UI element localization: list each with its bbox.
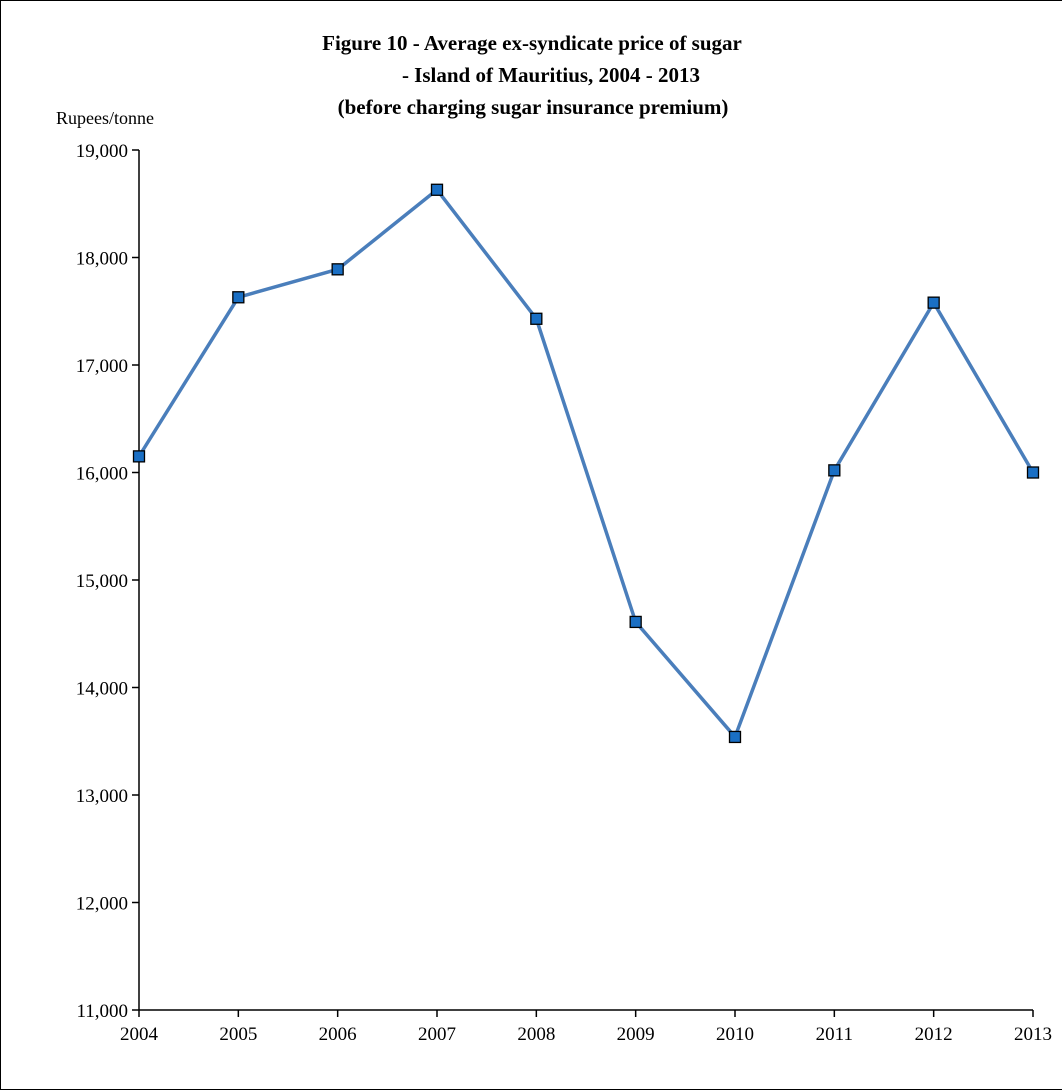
y-tick-label: 17,000 xyxy=(76,356,128,377)
x-tick-label: 2012 xyxy=(915,1024,953,1045)
data-point-marker xyxy=(828,464,841,477)
axes xyxy=(132,149,1034,1017)
x-tick-label: 2010 xyxy=(716,1024,754,1045)
x-tick-label: 2005 xyxy=(219,1024,257,1045)
data-point-marker xyxy=(430,183,444,196)
y-tick-label: 16,000 xyxy=(76,464,128,485)
y-tick-label: 14,000 xyxy=(76,679,128,700)
tick-labels: 11,000 12,000 13,000 14,000 15,000 16,000 17,0… xyxy=(76,141,1052,1045)
y-tick-label: 15,000 xyxy=(76,571,128,592)
data-point-marker xyxy=(629,615,642,629)
y-tick-label: 13,000 xyxy=(76,786,128,807)
y-axis-unit-label: Rupees/tonne xyxy=(56,108,154,128)
chart-title-line-3: (before charging sugar insurance premium… xyxy=(338,95,729,119)
data-point-marker xyxy=(927,296,940,309)
data-point-marker xyxy=(132,450,146,463)
y-tick-label: 11,000 xyxy=(76,1001,128,1022)
x-tick-label: 2013 xyxy=(1014,1024,1052,1045)
x-tick-label: 2004 xyxy=(120,1024,159,1045)
y-tick-label: 19,000 xyxy=(76,141,128,162)
data-point-marker xyxy=(530,312,543,325)
data-point-marker xyxy=(1026,466,1040,479)
data-point-marker xyxy=(331,263,344,276)
series-group xyxy=(132,183,1040,744)
x-tick-label: 2011 xyxy=(816,1024,853,1045)
x-tick-label: 2007 xyxy=(418,1024,456,1045)
series-line xyxy=(137,188,1035,739)
data-point-marker xyxy=(728,730,742,744)
x-tick-label: 2009 xyxy=(617,1024,655,1045)
chart-title-line-1: Figure 10 - Average ex-syndicate price o… xyxy=(322,31,742,55)
y-tick-label: 18,000 xyxy=(76,249,128,270)
x-tick-label: 2006 xyxy=(319,1024,357,1045)
y-tick-label: 12,000 xyxy=(76,894,128,915)
x-tick-label: 2008 xyxy=(517,1024,555,1045)
chart-title-line-2: - Island of Mauritius, 2004 - 2013 xyxy=(402,63,700,87)
data-point-marker xyxy=(232,291,245,304)
